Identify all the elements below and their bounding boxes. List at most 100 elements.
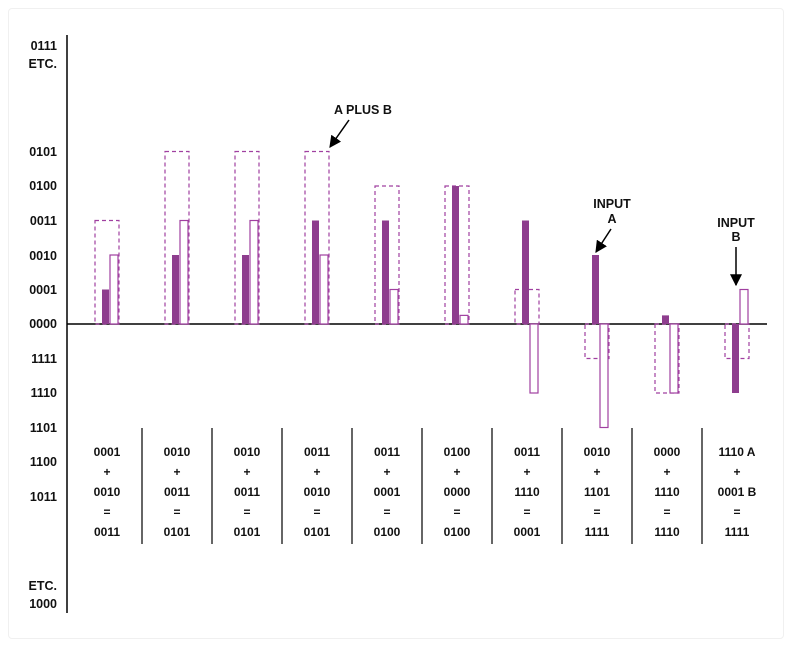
annotation-input-b-line2: B xyxy=(731,230,740,244)
equation-4-line-5: 0101 xyxy=(304,525,331,539)
equation-4-line-3: 0010 xyxy=(304,485,331,499)
input-a-bar-2 xyxy=(172,255,179,324)
axis-label-1000: 1000 xyxy=(29,597,57,611)
equation-10-line-4: = xyxy=(733,505,740,519)
equation-6-line-2: + xyxy=(453,465,460,479)
equation-3-line-4: = xyxy=(243,505,250,519)
equation-7-line-3: 1110 xyxy=(514,485,540,499)
axis-label-0101: 0101 xyxy=(29,145,57,159)
equation-10-line-1: 1110 A xyxy=(719,445,756,459)
equation-8-line-4: = xyxy=(593,505,600,519)
input-b-bar-6 xyxy=(459,314,469,325)
sum-box-9 xyxy=(654,323,680,394)
equation-10-line-2: + xyxy=(733,465,740,479)
sum-box-5 xyxy=(374,185,400,325)
equation-2-line-3: 0011 xyxy=(164,485,190,499)
sum-box-1 xyxy=(94,219,120,325)
input-b-bar-3 xyxy=(249,219,259,325)
input-a-bar-10 xyxy=(732,324,739,393)
chart: 0111 ETC. 0101 0100 0011 0010 0001 0000 … xyxy=(29,35,767,613)
equation-8-line-2: + xyxy=(593,465,600,479)
axis-label-0100: 0100 xyxy=(29,179,57,193)
equation-8-line-1: 0010 xyxy=(584,445,611,459)
sum-box-6 xyxy=(444,185,470,325)
equation-7-line-1: 0011 xyxy=(514,445,540,459)
axis-label-0111: 0111 xyxy=(31,39,57,53)
input-b-bar-2 xyxy=(179,219,189,325)
axis-label-0001: 0001 xyxy=(29,283,57,297)
equation-1-line-2: + xyxy=(103,465,110,479)
equation-1-line-5: 0011 xyxy=(94,525,120,539)
equation-1-line-1: 0001 xyxy=(94,445,121,459)
equation-6-line-5: 0100 xyxy=(444,525,471,539)
equation-8-line-5: 1111 xyxy=(585,525,610,539)
equation-7-line-4: = xyxy=(523,505,530,519)
bars-layer xyxy=(94,150,750,429)
arrow-a-plus-b xyxy=(329,119,350,148)
equation-4-line-4: = xyxy=(313,505,320,519)
axis-label-0010: 0010 xyxy=(29,249,57,263)
equation-1-line-4: = xyxy=(103,505,110,519)
equation-5-line-1: 0011 xyxy=(374,445,400,459)
twos-complement-addition-diagram: 0111 ETC. 0101 0100 0011 0010 0001 0000 … xyxy=(8,8,784,639)
equation-9-line-2: + xyxy=(663,465,670,479)
input-b-bar-9 xyxy=(669,323,679,394)
input-a-bar-7 xyxy=(522,220,529,324)
equation-3-line-5: 0101 xyxy=(234,525,261,539)
input-a-bar-3 xyxy=(242,255,249,324)
equation-7-line-5: 0001 xyxy=(514,525,541,539)
sum-box-8 xyxy=(584,323,610,360)
input-b-bar-7 xyxy=(529,323,539,394)
axis-label-0000: 0000 xyxy=(29,317,57,331)
input-b-bar-4 xyxy=(319,254,329,325)
axis-label-etc-bottom: ETC. xyxy=(29,579,57,593)
equation-6-line-3: 0000 xyxy=(444,485,471,499)
equation-2-line-5: 0101 xyxy=(164,525,191,539)
equation-6-line-4: = xyxy=(453,505,460,519)
input-a-bar-6 xyxy=(452,186,459,324)
input-a-bar-5 xyxy=(382,220,389,324)
equation-3-line-3: 0011 xyxy=(234,485,260,499)
arrow-input-a xyxy=(595,228,612,254)
equation-2-line-2: + xyxy=(173,465,180,479)
axis-label-etc-top: ETC. xyxy=(29,57,57,71)
input-a-bar-4 xyxy=(312,220,319,324)
equation-3-line-2: + xyxy=(243,465,250,479)
axis-label-1100: 1100 xyxy=(30,455,57,469)
equation-4-line-2: + xyxy=(313,465,320,479)
annotation-a-plus-b: A PLUS B xyxy=(334,103,392,117)
axis-label-1111: 1111 xyxy=(31,352,57,366)
equations-layer: 0001 +0010 = 0011 0010 +0011 = 0101 0010 +0011 = 01… xyxy=(94,428,757,544)
input-b-bar-8 xyxy=(599,323,609,429)
equation-5-line-2: + xyxy=(383,465,390,479)
input-a-bar-9 xyxy=(662,315,669,324)
equation-10-line-3: 0001 B xyxy=(718,485,757,499)
equation-5-line-5: 0100 xyxy=(374,525,401,539)
equation-9-line-4: = xyxy=(663,505,670,519)
axis-label-1101: 1101 xyxy=(30,421,57,435)
equation-2-line-1: 0010 xyxy=(164,445,191,459)
equation-8-line-3: 1101 xyxy=(584,485,610,499)
axis-label-1110: 1110 xyxy=(31,386,57,400)
equation-7-line-2: + xyxy=(523,465,530,479)
annotation-input-b-line1: INPUT xyxy=(717,216,755,230)
equation-5-line-3: 0001 xyxy=(374,485,401,499)
annotation-input-a-line2: A xyxy=(607,212,616,226)
input-a-bar-1 xyxy=(102,289,109,324)
equation-5-line-4: = xyxy=(383,505,390,519)
equation-9-line-1: 0000 xyxy=(654,445,681,459)
equation-9-line-5: 1110 xyxy=(654,525,680,539)
equation-9-line-3: 1110 xyxy=(654,485,680,499)
equation-10-line-5: 1111 xyxy=(725,525,750,539)
equation-2-line-4: = xyxy=(173,505,180,519)
equation-3-line-1: 0010 xyxy=(234,445,261,459)
input-a-bar-8 xyxy=(592,255,599,324)
annotation-input-a-line1: INPUT xyxy=(593,197,631,211)
input-b-bar-5 xyxy=(389,288,399,325)
equation-1-line-3: 0010 xyxy=(94,485,121,499)
axis-label-0011: 0011 xyxy=(30,214,57,228)
equation-6-line-1: 0100 xyxy=(444,445,471,459)
axis-label-1011: 1011 xyxy=(30,490,57,504)
input-b-bar-10 xyxy=(739,288,749,325)
input-b-bar-1 xyxy=(109,254,119,325)
